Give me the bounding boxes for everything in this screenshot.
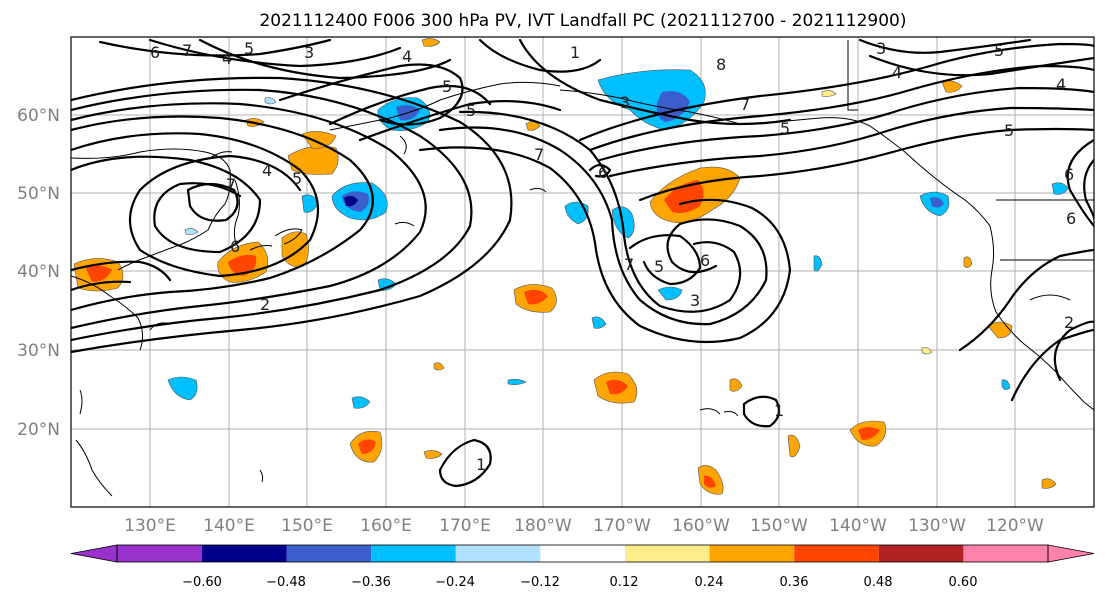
- contour-label: 1: [476, 455, 486, 474]
- contour-label: 6: [1066, 209, 1076, 228]
- contour-label: 4: [402, 47, 412, 66]
- lat-label-60n: 60°N: [17, 106, 60, 126]
- contour-label: 8: [716, 55, 726, 74]
- lon-label: 120°W: [986, 516, 1044, 536]
- lat-label-50n: 50°N: [17, 184, 60, 204]
- colorbar-cell: [625, 545, 710, 562]
- lon-label: 170°E: [439, 516, 491, 536]
- lon-label: 140°W: [829, 516, 887, 536]
- colorbar-tick-label: 0.12: [610, 575, 639, 590]
- colorbar-tick-label: −0.48: [266, 575, 306, 590]
- contour-label: 3: [304, 43, 314, 62]
- colorbar-cell: [371, 545, 456, 562]
- contour-label: 4: [1056, 75, 1066, 94]
- colorbar-tick-label: 0.48: [864, 575, 893, 590]
- latitude-labels: 60°N 50°N 40°N 30°N 20°N: [17, 106, 60, 440]
- contour-label: 6: [598, 163, 608, 182]
- contour-label: 5: [442, 77, 452, 96]
- lon-label: 160°W: [672, 516, 730, 536]
- lon-label: 150°W: [750, 516, 808, 536]
- contour-label: 6: [700, 251, 710, 270]
- colorbar-tick-label: 0.24: [695, 575, 724, 590]
- colorbar-cell: [709, 545, 795, 562]
- contour-label: 7: [534, 145, 544, 164]
- colorbar-tick-label: −0.60: [182, 575, 222, 590]
- colorbar-tick-labels: −0.60 −0.48 −0.36 −0.24 −0.12 0.12 0.24 …: [182, 575, 977, 590]
- longitude-labels: 130°E 140°E 150°E 160°E 170°E 180°W 170°…: [124, 516, 1044, 536]
- colorbar-cell: [963, 545, 1048, 562]
- colorbar-min-extend-arrow: [70, 544, 118, 563]
- pv-contours: [71, 38, 1094, 488]
- colorbar-cell: [117, 545, 202, 562]
- contour-label: 3: [690, 291, 700, 310]
- colorbar-cell: [286, 545, 372, 562]
- contour-label: 3: [620, 93, 630, 112]
- contour-label: 4: [222, 49, 232, 68]
- contour-label: 1: [774, 401, 784, 420]
- map-title: 2021112400 F006 300 hPa PV, IVT Landfall…: [259, 11, 906, 31]
- contour-label: 3: [876, 39, 886, 58]
- coastlines: [71, 40, 1094, 497]
- colorbar-frame: [116, 544, 1049, 563]
- contour-label: 7: [740, 95, 750, 114]
- contour-label: 5: [1004, 121, 1014, 140]
- colorbar: −0.60 −0.48 −0.36 −0.24 −0.12 0.12 0.24 …: [70, 544, 1095, 590]
- colorbar-tick-label: −0.36: [351, 575, 391, 590]
- lat-label-30n: 30°N: [17, 341, 60, 361]
- contour-label: 4: [892, 63, 902, 82]
- colorbar-tick-label: 0.36: [780, 575, 809, 590]
- contour-label: 2: [1064, 313, 1074, 332]
- colorbar-cell: [455, 545, 541, 562]
- colorbar-tick-label: −0.24: [435, 575, 475, 590]
- contour-label: 5: [994, 41, 1004, 60]
- colorbar-cell: [540, 545, 625, 562]
- lat-label-20n: 20°N: [17, 420, 60, 440]
- contour-label: 6: [1064, 165, 1074, 184]
- colorbar-max-extend-arrow: [1047, 544, 1095, 563]
- lon-label: 130°E: [124, 516, 176, 536]
- lon-label: 130°W: [908, 516, 966, 536]
- lat-label-40n: 40°N: [17, 262, 60, 282]
- colorbar-cell: [794, 545, 879, 562]
- map-frame: [70, 36, 1095, 508]
- colorbar-tick-label: −0.12: [520, 575, 560, 590]
- colorbar-tick-label: 0.60: [949, 575, 978, 590]
- lon-label: 140°E: [203, 516, 255, 536]
- contour-label: 2: [260, 295, 270, 314]
- contour-label: 4: [262, 161, 272, 180]
- contour-label: 5: [244, 39, 254, 58]
- colorbar-cell: [202, 545, 287, 562]
- lon-label: 170°W: [593, 516, 651, 536]
- contour-labels: 6 7 4 5 3 5 1 3 8 7 3 4 5 4 7 6 6 5 4 5: [150, 39, 1076, 474]
- lon-label: 160°E: [360, 516, 412, 536]
- lon-label: 150°E: [281, 516, 333, 536]
- contour-label: 6: [150, 43, 160, 62]
- contour-label: 7: [226, 175, 236, 194]
- contour-label: 5: [654, 257, 664, 276]
- contour-label: 6: [230, 237, 240, 256]
- contour-label: 5: [780, 119, 790, 138]
- map-area: 6 7 4 5 3 5 1 3 8 7 3 4 5 4 7 6 6 5 4 5: [70, 36, 1095, 508]
- colorbar-cell: [878, 545, 964, 562]
- contour-label: 7: [182, 41, 192, 60]
- contour-label: 7: [624, 255, 634, 274]
- contour-label: 5: [292, 169, 302, 188]
- contour-label: 1: [570, 43, 580, 62]
- lon-label: 180°W: [514, 516, 572, 536]
- contour-label: 5: [466, 101, 476, 120]
